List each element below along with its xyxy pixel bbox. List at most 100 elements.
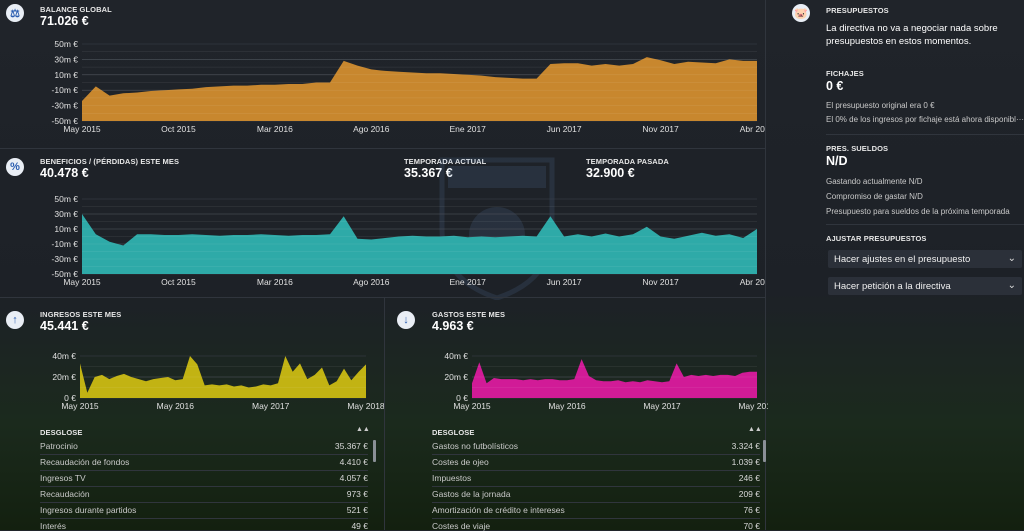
- income-breakdown-scrollbar[interactable]: [373, 440, 376, 462]
- breakdown-row-value: 1.039 €: [731, 457, 760, 467]
- y-tick-label: 20m €: [444, 372, 468, 382]
- x-tick-label: Oct 2015: [161, 124, 196, 134]
- transfers-original: El presupuesto original era 0 €: [826, 101, 935, 110]
- x-tick-label: Oct 2015: [161, 277, 196, 287]
- y-tick-label: -10m €: [52, 239, 79, 249]
- profit-chart: 50m € 30m € 10m € -10m € -30m € -50m €May 201…: [52, 194, 765, 287]
- income-chart: 40m € 20m € 0 €May 2015 May 2016 May 2017 May…: [52, 351, 384, 411]
- transfers-available: El 0% de los ingresos por fichaje está a…: [826, 115, 1016, 124]
- x-tick-label: May 2015: [61, 401, 99, 411]
- arrow-up-icon: ↑: [6, 311, 24, 329]
- arrow-down-icon: ↓: [397, 311, 415, 329]
- breakdown-row-label: Recaudación: [40, 489, 90, 499]
- balance-label: BALANCE GLOBAL: [40, 5, 112, 14]
- income-breakdown-header: DESGLOSE: [40, 428, 83, 437]
- piggy-bank-icon: 🐷: [792, 4, 810, 22]
- breakdown-row-label: Patrocinio: [40, 441, 78, 451]
- breakdown-row-value: 49 €: [351, 521, 368, 531]
- balance-value: 71.026 €: [40, 14, 89, 28]
- chevron-down-icon: ⌄: [1007, 280, 1016, 291]
- x-tick-label: Mar 2016: [257, 277, 293, 287]
- board-request-button[interactable]: Hacer petición a la directiva ⌄: [828, 277, 1022, 295]
- adjust-budget-button[interactable]: Hacer ajustes en el presupuesto ⌄: [828, 250, 1022, 268]
- wages-next-season: Presupuesto para sueldos de la próxima t…: [826, 207, 1010, 216]
- season-current-label: TEMPORADA ACTUAL: [404, 157, 487, 166]
- wages-commitment: Compromiso de gastar N/D: [826, 192, 923, 201]
- x-tick-label: May 2015: [453, 401, 491, 411]
- sort-icon[interactable]: ▲▲: [748, 426, 762, 433]
- income-value: 45.441 €: [40, 319, 89, 333]
- breakdown-row-label: Gastos no futbolísticos: [432, 441, 518, 451]
- y-tick-label: -50m €: [52, 116, 79, 126]
- breakdown-row-label: Costes de viaje: [432, 521, 491, 531]
- breakdown-row-value: 209 €: [738, 489, 760, 499]
- breakdown-row-value: 70 €: [743, 521, 760, 531]
- x-tick-label: Abr 2018: [740, 277, 765, 287]
- season-past-label: TEMPORADA PASADA: [586, 157, 669, 166]
- breakdown-row-value: 76 €: [743, 505, 760, 515]
- season-current-value: 35.367 €: [404, 166, 453, 180]
- profit-value: 40.478 €: [40, 166, 89, 180]
- breakdown-row-label: Gastos de la jornada: [432, 489, 511, 499]
- income-label: INGRESOS ESTE MES: [40, 310, 122, 319]
- y-tick-label: 0 €: [456, 393, 468, 403]
- y-tick-label: 40m €: [444, 351, 468, 361]
- breakdown-row-value: 35.367 €: [334, 441, 368, 451]
- chevron-down-icon: ⌄: [1007, 253, 1016, 264]
- y-tick-label: -10m €: [52, 85, 79, 95]
- y-tick-label: 40m €: [52, 351, 76, 361]
- season-past-value: 32.900 €: [586, 166, 635, 180]
- y-tick-label: -30m €: [52, 101, 79, 111]
- breakdown-row-value: 521 €: [346, 505, 368, 515]
- y-tick-label: -50m €: [52, 269, 79, 279]
- breakdown-row-value: 3.324 €: [731, 441, 760, 451]
- budgets-message: La directiva no va a negociar nada sobre…: [826, 23, 998, 47]
- breakdown-row-value: 246 €: [738, 473, 760, 483]
- expenses-value: 4.963 €: [432, 319, 474, 333]
- board-request-button-label: Hacer petición a la directiva: [834, 280, 951, 292]
- budgets-title: PRESUPUESTOS: [826, 6, 889, 15]
- series-area: [82, 214, 757, 274]
- x-tick-label: Ago 2016: [353, 277, 390, 287]
- breakdown-row-value: 4.057 €: [339, 473, 368, 483]
- y-tick-label: 0 €: [64, 393, 76, 403]
- adjust-budget-button-label: Hacer ajustes en el presupuesto: [834, 253, 971, 265]
- series-area: [80, 356, 366, 398]
- breakdown-row-value: 973 €: [346, 489, 368, 499]
- series-area: [472, 359, 757, 398]
- info-icon[interactable]: ⋯: [1016, 115, 1024, 124]
- x-tick-label: May 2016: [157, 401, 195, 411]
- y-tick-label: -30m €: [52, 254, 79, 264]
- x-tick-label: May 2018: [738, 401, 768, 411]
- wages-value: N/D: [826, 154, 848, 168]
- y-tick-label: 10m €: [54, 70, 78, 80]
- y-tick-label: 30m €: [54, 209, 78, 219]
- x-tick-label: May 2017: [643, 401, 681, 411]
- breakdown-row-label: Impuestos: [432, 473, 472, 483]
- x-tick-label: May 2015: [63, 277, 101, 287]
- profit-label: BENEFICIOS / (PÉRDIDAS) ESTE MES: [40, 157, 180, 166]
- breakdown-row-value: 4.410 €: [339, 457, 368, 467]
- percent-icon: %: [6, 158, 24, 176]
- y-tick-label: 50m €: [54, 194, 78, 204]
- y-tick-label: 30m €: [54, 54, 78, 64]
- expense-breakdown-header: DESGLOSE: [432, 428, 475, 437]
- y-tick-label: 10m €: [54, 224, 78, 234]
- breakdown-row-label: Ingresos TV: [40, 473, 86, 483]
- x-tick-label: Abr 2018: [740, 124, 765, 134]
- x-tick-label: Ago 2016: [353, 124, 390, 134]
- expenses-chart: 40m € 20m € 0 €May 2015 May 2016 May 2017 May…: [444, 351, 768, 411]
- x-tick-label: Nov 2017: [642, 124, 679, 134]
- x-tick-label: May 2018: [347, 401, 384, 411]
- expense-breakdown-scrollbar[interactable]: [763, 440, 766, 462]
- sort-icon[interactable]: ▲▲: [356, 426, 370, 433]
- x-tick-label: May 2017: [252, 401, 290, 411]
- transfers-label: FICHAJES: [826, 69, 864, 78]
- breakdown-row-label: Amortización de crédito e intereses: [432, 505, 565, 515]
- expenses-label: GASTOS ESTE MES: [432, 310, 506, 319]
- breakdown-row-label: Costes de ojeo: [432, 457, 489, 467]
- x-tick-label: Jun 2017: [547, 124, 582, 134]
- x-tick-label: May 2015: [63, 124, 101, 134]
- x-tick-label: Ene 2017: [450, 124, 487, 134]
- x-tick-label: Nov 2017: [642, 277, 679, 287]
